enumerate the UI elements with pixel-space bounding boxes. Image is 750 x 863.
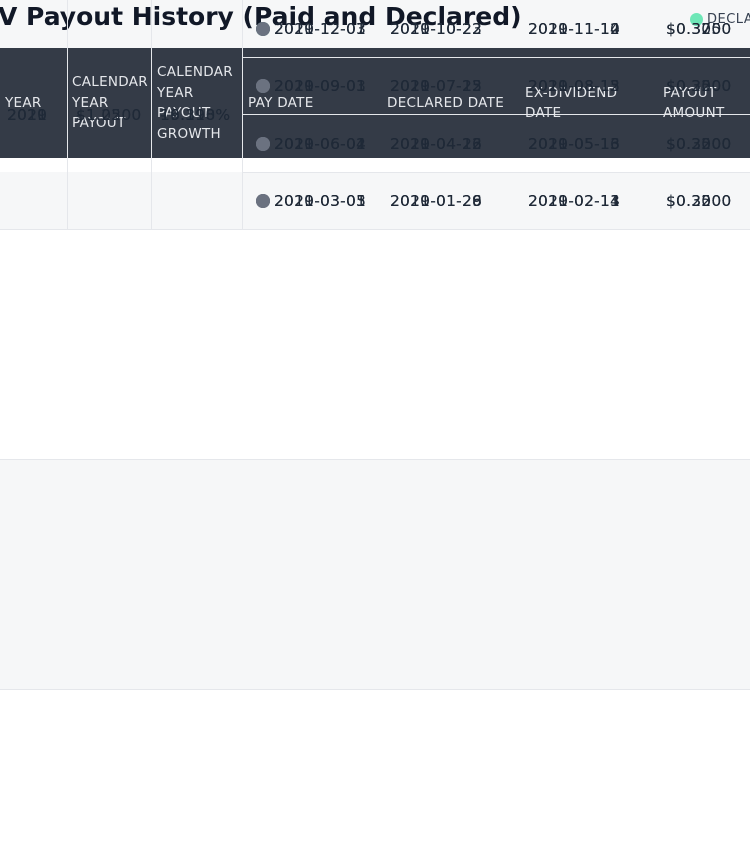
payout-row: 2019-06-04 2019-04-16 2019-05-16 $0.2500 xyxy=(242,115,750,173)
amount-cell: $0.3000 xyxy=(666,19,732,38)
declared-date-cell: 2020-10-23 xyxy=(390,19,483,38)
payout-cell: $1.2200 xyxy=(76,106,142,124)
column-header: CALENDAR YEAR PAYOUT xyxy=(72,74,148,132)
column-border xyxy=(67,0,68,230)
payout-row: 2019-09-03 2019-07-15 2019-08-15 $0.2500 xyxy=(242,58,750,116)
declared-date-cell: 2019-07-15 xyxy=(390,77,483,96)
ex-dividend-date-cell: 2020-08-13 xyxy=(528,77,621,96)
pay-date: 2019-09-03 xyxy=(274,77,367,96)
payout-row: 2020-06-02 2020-04-22 2020-05-13 $0.3000 xyxy=(242,115,750,173)
ex-dividend-date-cell: 2019-02-14 xyxy=(528,192,621,211)
growth-cell: 16.190% xyxy=(160,106,231,124)
payout-row: 2021-03-01 2021-01-26 2021-02-11 $0.3200 xyxy=(242,173,750,231)
legend: DECLA xyxy=(690,12,750,27)
column-header: YEAR xyxy=(5,94,42,111)
declared-date-cell: 2019-01-29 xyxy=(390,192,483,211)
year-group: 2020 $1.2200 16.190% 2020-12-01 2020-10-23 20… xyxy=(0,0,750,460)
column-header: PAY DATE xyxy=(248,94,314,111)
declared-date-cell: 2019-04-16 xyxy=(390,134,483,153)
amount-cell: $0.3200 xyxy=(666,192,732,211)
column-header: PAYOUT AMOUNT xyxy=(663,84,725,122)
amount-cell: $0.3200 xyxy=(666,19,732,38)
table-header: YEAR CALENDAR YEAR PAYOUT CALENDAR YEAR PA… xyxy=(0,48,750,158)
status-dot xyxy=(256,136,270,151)
payout-row: 2021-09-01 2021-07-23 2021-08-12 $0.3200 xyxy=(242,58,750,115)
payout-cell: $1.0500 xyxy=(76,106,142,124)
pay-date: 2021-09-01 xyxy=(274,77,367,96)
column-header: CALENDAR YEAR PAYOUT GROWTH xyxy=(157,64,233,142)
status-dot xyxy=(256,21,270,36)
declared-date-cell: 2020-04-22 xyxy=(390,134,483,153)
amount-cell: $0.3200 xyxy=(666,77,732,96)
ex-dividend-date-cell: 2020-02-13 xyxy=(528,192,621,211)
growth-cell: 19.318% xyxy=(160,106,231,124)
legend-label: DECLA xyxy=(707,12,750,27)
pay-date: 2020-03-03 xyxy=(274,192,367,211)
pay-date: 2020-09-01 xyxy=(274,77,367,96)
pay-date-cell: 2019-03-05 xyxy=(256,173,366,231)
ex-dividend-date-cell: 2021-08-12 xyxy=(528,77,621,96)
amount-cell: $0.3000 xyxy=(666,77,732,96)
ex-dividend-date-cell: 2019-08-15 xyxy=(528,77,621,96)
status-dot xyxy=(256,79,270,94)
pay-date: 2020-12-01 xyxy=(274,19,367,38)
pay-date: 2021-03-01 xyxy=(274,192,367,211)
table-body: 2021 - - 2021-12-07 2021-10-22 2021-11-10 $0.3… xyxy=(0,0,750,690)
ex-dividend-date-cell: 2021-05-13 xyxy=(528,134,621,153)
pay-date-cell: 2019-06-04 xyxy=(256,115,366,173)
year-cell: 2020 xyxy=(7,106,48,124)
declared-date-cell: 2021-01-26 xyxy=(390,192,483,211)
declared-date-cell: 2020-01-28 xyxy=(390,192,483,211)
declared-date-cell: 2021-10-22 xyxy=(390,19,483,38)
pay-date: 2019-06-04 xyxy=(274,134,367,153)
growth-cell: - xyxy=(160,106,166,124)
pay-date-cell: 2019-12-03 xyxy=(256,0,366,58)
pay-date-cell: 2019-09-03 xyxy=(256,58,366,116)
ex-dividend-date-cell: 2021-02-11 xyxy=(528,192,621,211)
payout-cell: - xyxy=(76,106,82,124)
amount-cell: $0.2500 xyxy=(666,134,732,153)
ex-dividend-date-cell: 2019-11-14 xyxy=(528,19,621,38)
pay-date: 2019-03-05 xyxy=(274,192,367,211)
ex-dividend-date-cell: 2020-11-12 xyxy=(528,19,621,38)
year-cell: 2019 xyxy=(7,106,48,124)
column-header: EX-DIVIDEND DATE xyxy=(525,84,618,122)
column-border xyxy=(151,0,152,230)
amount-cell: $0.3000 xyxy=(666,134,732,153)
payout-row: 2020-03-03 2020-01-28 2020-02-13 $0.3000 xyxy=(242,173,750,231)
ex-dividend-date-cell: 2021-11-10 xyxy=(528,19,621,38)
amount-cell: $0.3750 xyxy=(666,19,732,38)
payout-row: 2020-09-01 2020-07-22 2020-08-13 $0.3000 xyxy=(242,58,750,115)
column-border xyxy=(242,0,243,230)
amount-cell: $0.3200 xyxy=(666,134,732,153)
payout-row: 2019-03-05 2019-01-29 2019-02-14 $0.2500 xyxy=(242,173,750,231)
declared-date-cell: 2021-04-23 xyxy=(390,134,483,153)
legend-dot xyxy=(690,13,703,26)
pay-date: 2020-06-02 xyxy=(274,134,367,153)
amount-cell: $0.2500 xyxy=(666,192,732,211)
ex-dividend-date-cell: 2020-05-13 xyxy=(528,134,621,153)
declared-date-cell: 2020-07-22 xyxy=(390,77,483,96)
declared-date-cell: 2019-10-22 xyxy=(390,19,483,38)
ex-dividend-date-cell: 2019-05-16 xyxy=(528,134,621,153)
pay-date: 2021-06-01 xyxy=(274,134,367,153)
pay-date: 2019-12-03 xyxy=(274,19,367,38)
year-group: 2019 $1.0500 19.318% 2019-12-03 2019-10-22 20… xyxy=(0,0,750,690)
pay-date: 2021-12-07 xyxy=(274,19,367,38)
status-dot xyxy=(256,194,270,209)
column-header: DECLARED DATE xyxy=(387,94,505,111)
declared-date-cell: 2021-07-23 xyxy=(390,77,483,96)
amount-cell: $0.3000 xyxy=(666,192,732,211)
amount-cell: $0.2500 xyxy=(666,77,732,96)
payout-row: 2019-12-03 2019-10-22 2019-11-14 $0.3000 xyxy=(242,0,750,58)
year-cell: 2021 xyxy=(7,106,48,124)
